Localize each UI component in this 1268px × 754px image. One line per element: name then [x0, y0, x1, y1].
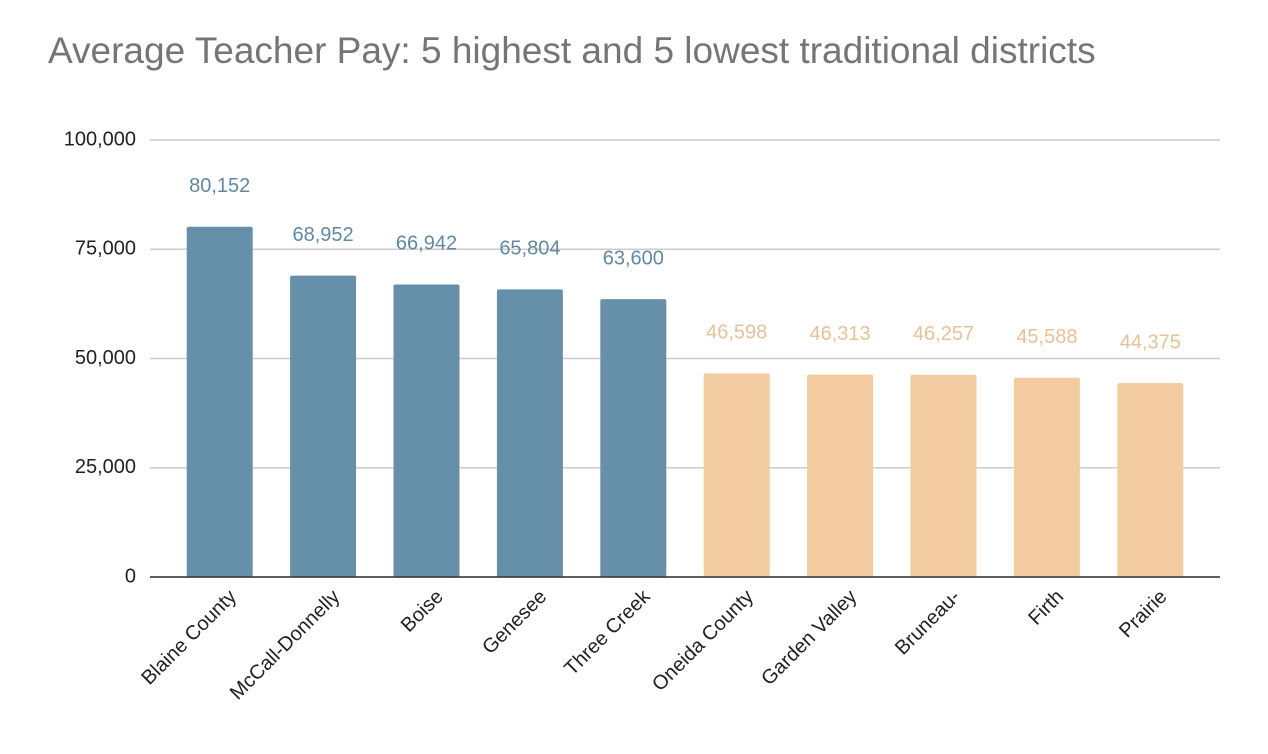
value-label: 68,952 [293, 224, 354, 246]
value-label: 45,588 [1016, 326, 1077, 348]
y-tick-label: 0 [125, 565, 136, 587]
value-label: 63,600 [603, 247, 664, 269]
value-label: 80,152 [189, 175, 250, 197]
bar [393, 284, 460, 577]
y-tick-label: 100,000 [64, 128, 136, 150]
value-label: 46,598 [706, 322, 767, 344]
y-tick-label: 25,000 [75, 456, 136, 478]
y-tick-label: 50,000 [75, 347, 136, 369]
bar [910, 374, 977, 577]
y-tick-label: 75,000 [75, 238, 136, 260]
bar [1117, 383, 1184, 577]
value-label: 66,942 [396, 233, 457, 255]
bar [290, 275, 357, 577]
value-label: 46,257 [913, 323, 974, 345]
value-label: 44,375 [1120, 331, 1181, 353]
bar [186, 226, 253, 577]
bar [600, 299, 667, 577]
value-label: 46,313 [810, 323, 871, 345]
value-label: 65,804 [499, 238, 560, 260]
chart-title: Average Teacher Pay: 5 highest and 5 low… [48, 30, 1096, 71]
bar [807, 374, 874, 577]
bar [1013, 377, 1080, 577]
bar [496, 289, 563, 577]
bar [703, 373, 770, 577]
